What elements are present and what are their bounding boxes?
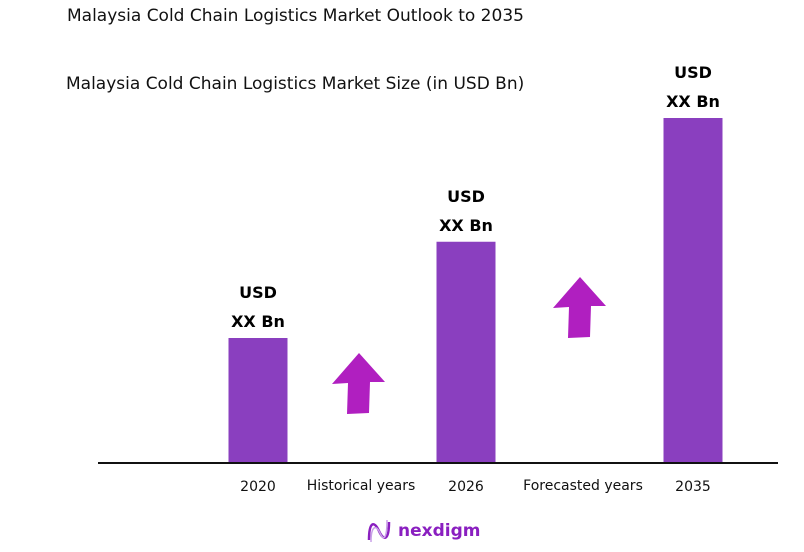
up-arrow-icon	[332, 353, 385, 414]
chart-title: Malaysia Cold Chain Logistics Market Siz…	[66, 74, 525, 94]
tick-label-2020: 2020	[240, 479, 276, 495]
bar-2020	[228, 338, 288, 463]
period-label: Historical years	[307, 478, 416, 494]
logo-wave-icon	[367, 519, 391, 543]
data-label-2026: USD	[447, 187, 485, 206]
logo-text: nexdigm	[398, 521, 481, 541]
page-title: Malaysia Cold Chain Logistics Market Out…	[67, 6, 524, 26]
data-label-2020: USD	[239, 283, 277, 302]
data-label-2035: USD	[674, 63, 712, 82]
data-label-2020: XX Bn	[231, 312, 285, 331]
up-arrow-icon	[553, 277, 606, 338]
bar-2035	[663, 118, 723, 463]
data-label-2035: XX Bn	[666, 92, 720, 111]
tick-label-2026: 2026	[448, 479, 484, 495]
nexdigm-logo: nexdigm	[366, 518, 480, 544]
bar-2026	[436, 241, 496, 463]
tick-label-2035: 2035	[675, 479, 711, 495]
data-label-2026: XX Bn	[439, 216, 493, 235]
period-label: Forecasted years	[523, 478, 643, 494]
